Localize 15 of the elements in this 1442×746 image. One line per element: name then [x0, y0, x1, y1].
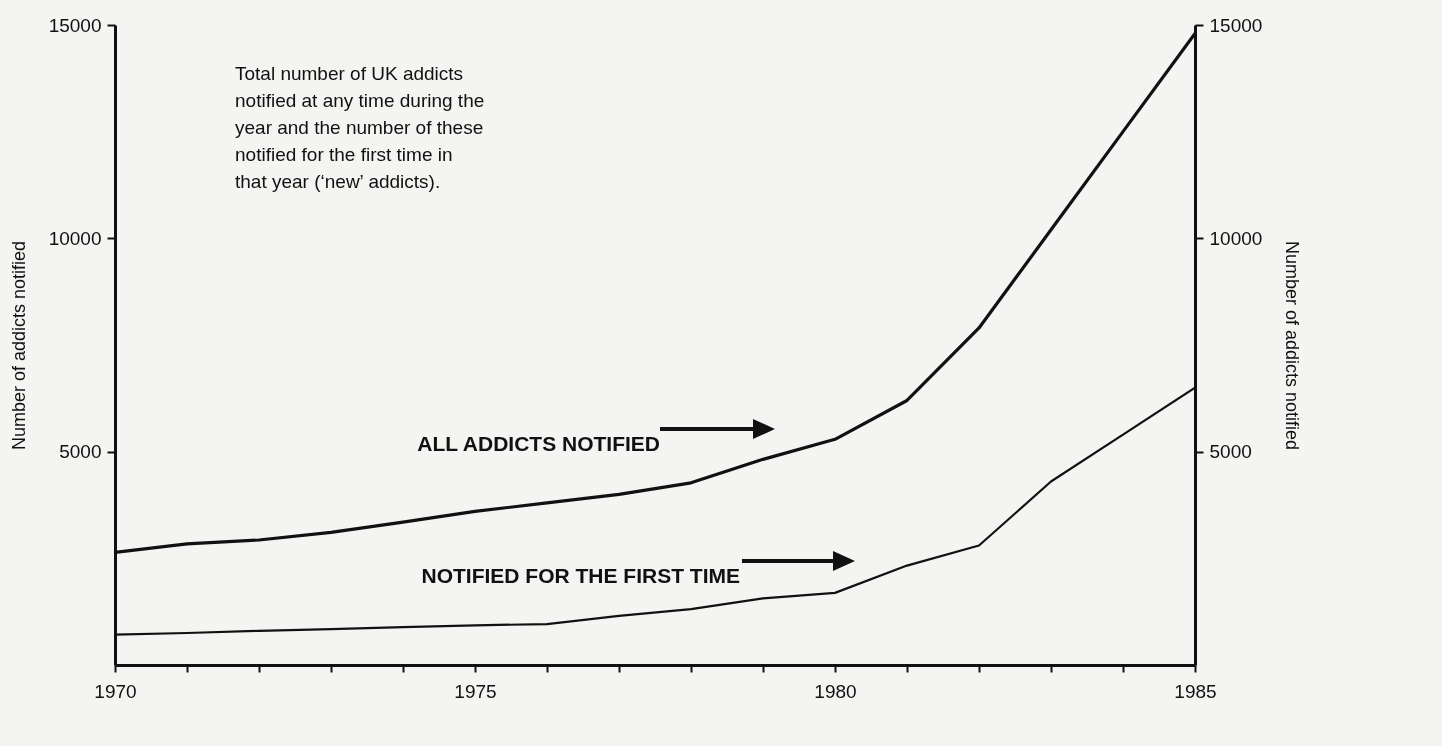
x-tick-label: 1975 [454, 680, 497, 702]
y2-tick-label: 5000 [1209, 441, 1252, 463]
y2-tick-label: 10000 [1209, 227, 1263, 249]
series-label: NOTIFIED FOR THE FIRST TIME [421, 564, 740, 587]
y2-axis-title: Number of addicts notified [1282, 240, 1303, 451]
x-tick-label: 1970 [94, 680, 137, 702]
series-label: ALL ADDICTS NOTIFIED [417, 432, 660, 455]
annotation: Total number of UK addicts notified at any time during the year and the number of these notified for the first time in that year (‘new’ addicts). [235, 63, 485, 192]
y-axis-title: Number of addicts notified [8, 240, 29, 451]
x-tick-label: 1985 [1174, 680, 1217, 702]
y-tick-label: 5000 [59, 441, 102, 463]
y-tick-label: 15000 [48, 14, 102, 36]
y-tick-label: 10000 [48, 227, 102, 249]
x-tick-label: 1980 [814, 680, 857, 702]
y2-tick-label: 15000 [1209, 14, 1263, 36]
